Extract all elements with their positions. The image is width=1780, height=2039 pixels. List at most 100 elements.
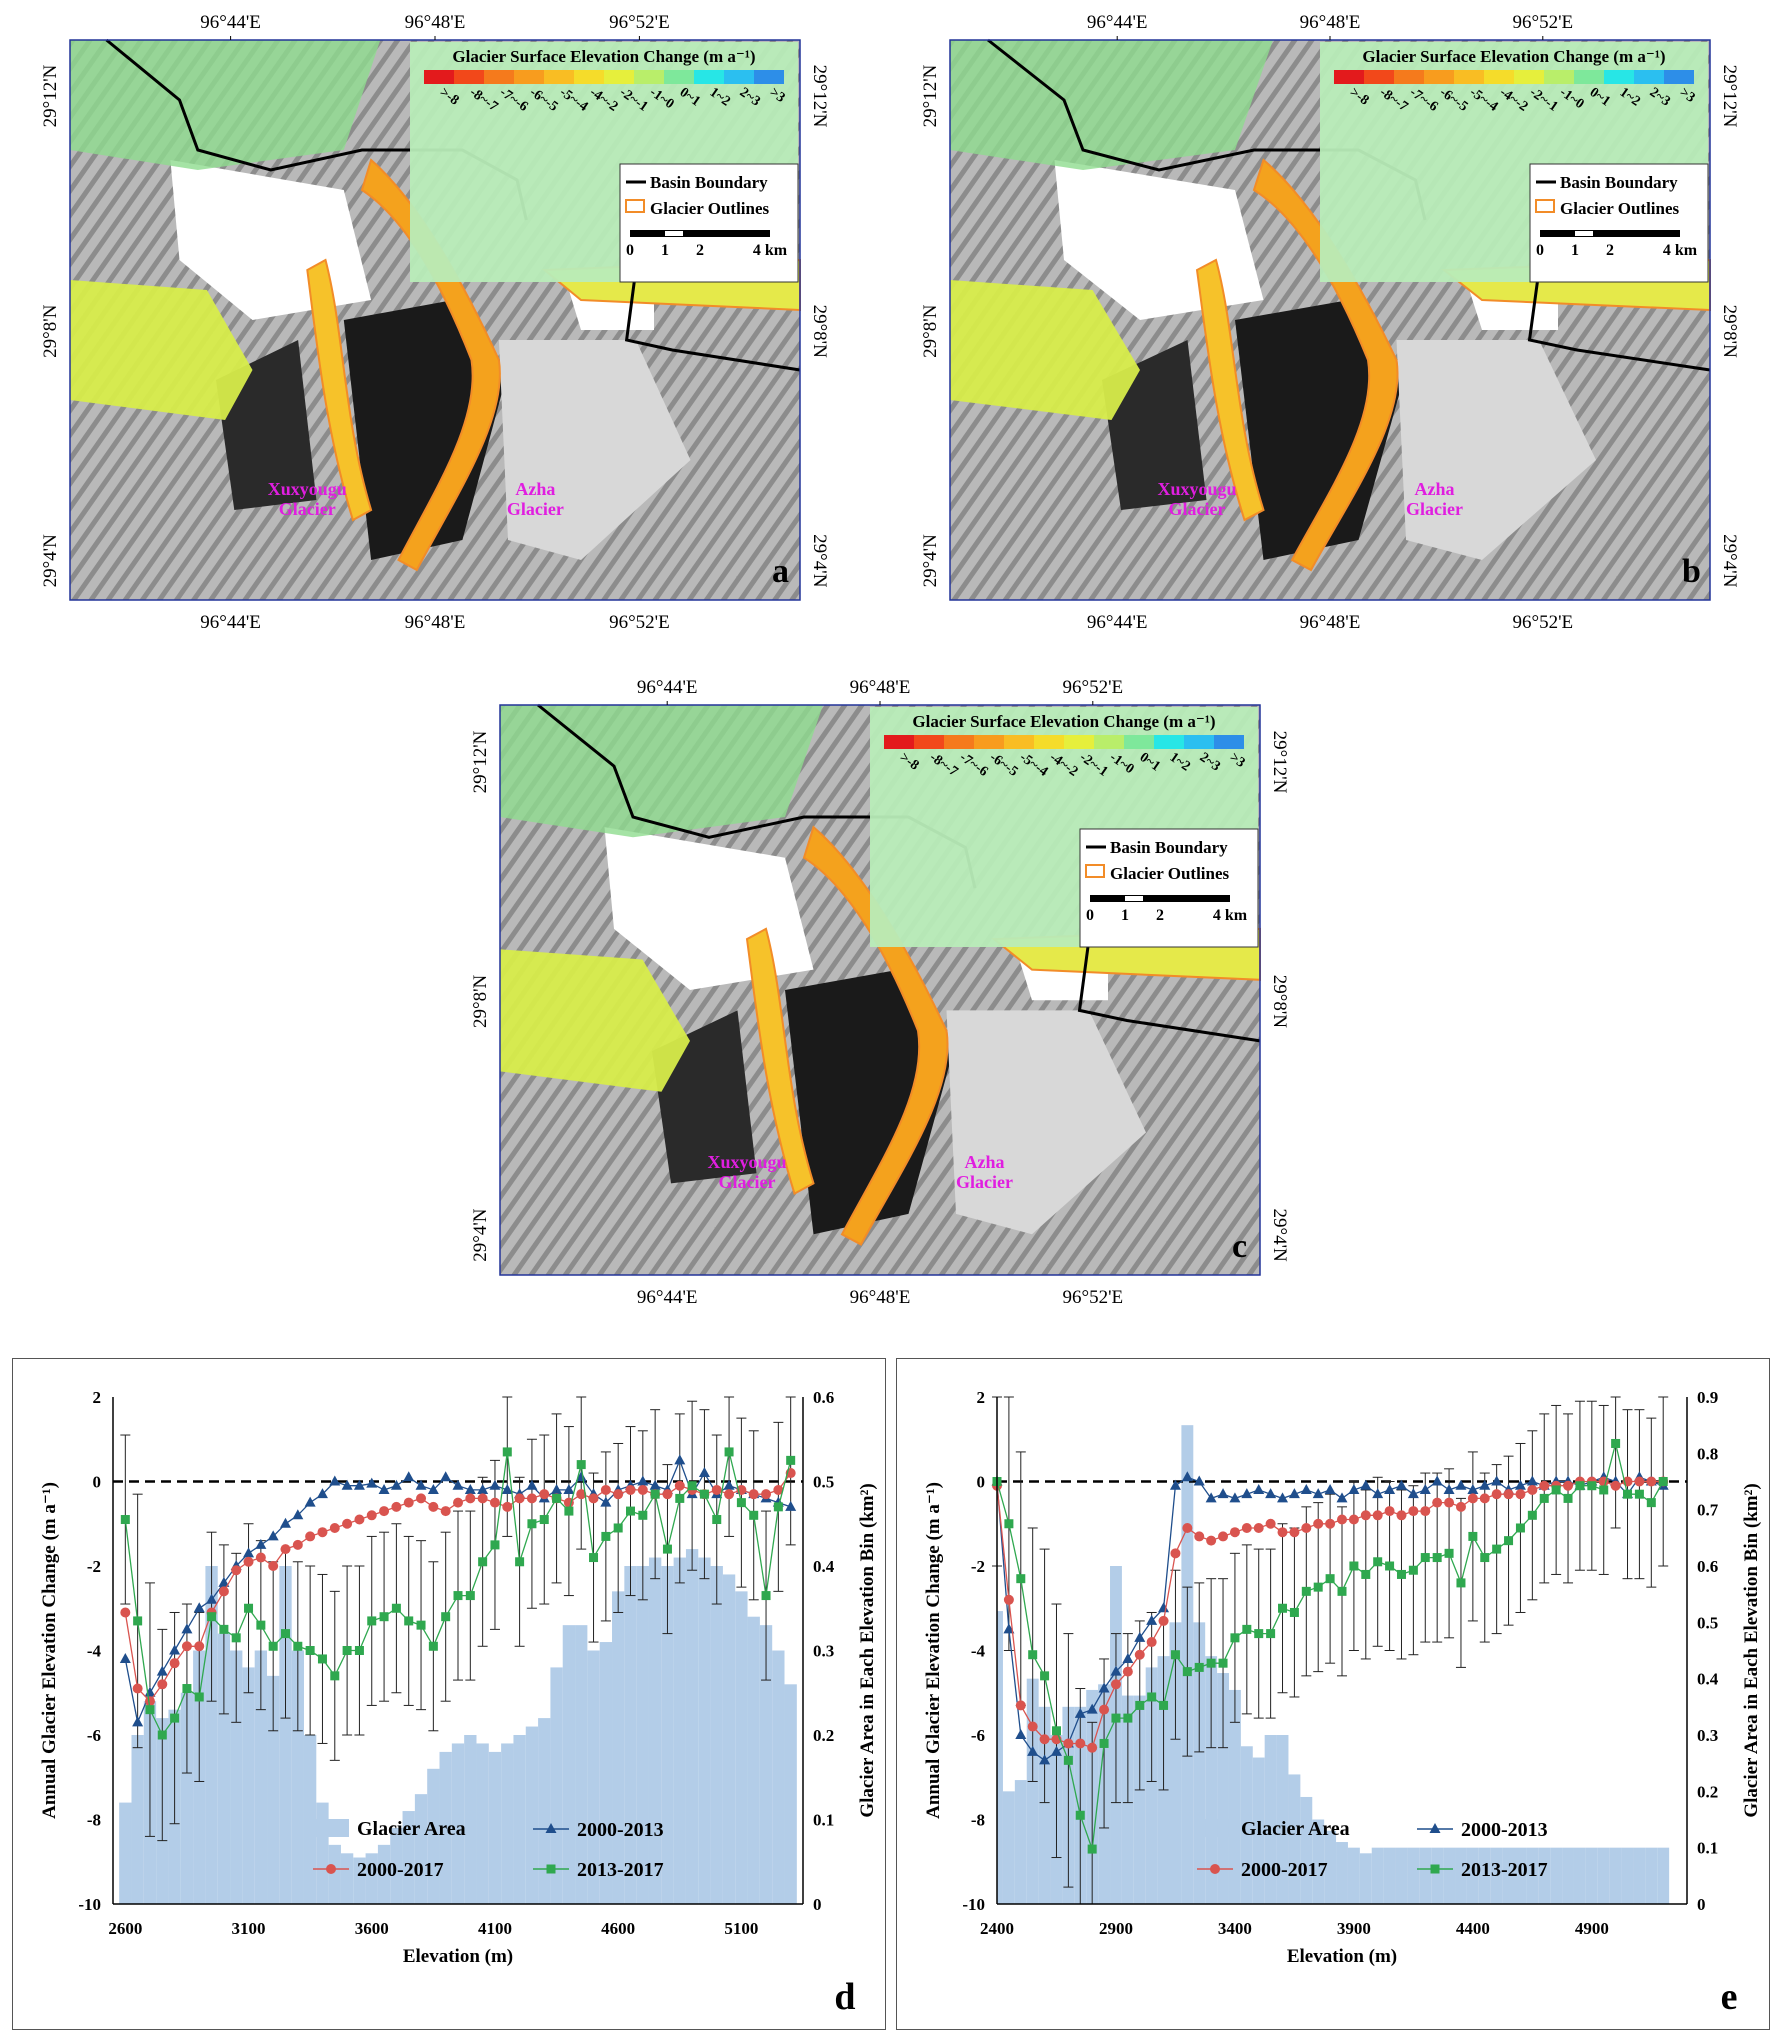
- scale-bar-segment: [665, 231, 683, 236]
- point-2000-2013: [1205, 1492, 1217, 1503]
- glacier-area-bar: [1324, 1830, 1337, 1904]
- glacier-area-bar: [612, 1591, 625, 1904]
- glacier-area-bar: [328, 1844, 341, 1904]
- point-2013-2017: [293, 1641, 303, 1651]
- point-2013-2017: [207, 1612, 217, 1622]
- map-legend: Glacier Surface Elevation Change (m a⁻¹)…: [410, 42, 799, 283]
- point-2013-2017: [1444, 1548, 1454, 1558]
- point-2000-2013: [1146, 1614, 1158, 1625]
- point-2013-2017: [1242, 1624, 1252, 1634]
- y-tick-label: -10: [78, 1895, 101, 1914]
- glacier-area-bar: [1264, 1735, 1277, 1904]
- glacier-area-bar: [1443, 1847, 1456, 1904]
- point-2000-2017: [169, 1658, 180, 1669]
- point-2000-2017: [280, 1544, 291, 1555]
- glacier-area-bar: [279, 1566, 292, 1904]
- light-slope: [498, 340, 691, 560]
- point-2000-2017: [255, 1552, 266, 1563]
- lat-label-left: 29°12'N: [920, 64, 941, 127]
- glacier-area-bar: [673, 1557, 686, 1904]
- point-2013-2017: [281, 1629, 290, 1639]
- point-2000-2017: [674, 1480, 685, 1491]
- point-2013-2017: [1075, 1810, 1085, 1820]
- y2-tick-label: 0.6: [1697, 1557, 1718, 1576]
- point-2013-2017: [157, 1730, 167, 1740]
- glacier-area-bar: [1585, 1847, 1598, 1904]
- point-2000-2013: [1479, 1479, 1491, 1490]
- point-2013-2017: [650, 1489, 660, 1499]
- basin-boundary-label: Basin Boundary: [650, 173, 768, 192]
- point-2000-2017: [1527, 1484, 1538, 1495]
- lon-label-bottom: 96°48'E: [850, 1287, 911, 1308]
- legend-swatch: [1424, 70, 1454, 84]
- point-2000-2017: [1432, 1497, 1443, 1508]
- point-2000-2013: [1229, 1492, 1241, 1503]
- azha-glacier-tongue: [1252, 158, 1399, 572]
- lon-label-top: 96°52'E: [609, 12, 670, 33]
- glacier-area-bar: [1336, 1842, 1348, 1904]
- map-frame-a: Glacier Surface Elevation Change (m a⁻¹)…: [69, 38, 801, 601]
- legend-swatch: [1034, 735, 1064, 749]
- glacier-area-bar: [476, 1743, 489, 1904]
- point-2013-2017: [1040, 1671, 1050, 1681]
- legend-swatch: [1094, 735, 1124, 749]
- glacier-area-bar: [1026, 1678, 1039, 1904]
- glacier-area-bar: [180, 1692, 194, 1904]
- point-2013-2017: [1230, 1633, 1240, 1643]
- glacier-area-bar: [1407, 1847, 1420, 1904]
- point-2000-2017: [465, 1493, 476, 1504]
- point-2000-2017: [1194, 1531, 1205, 1542]
- y2-axis-title: Glacier Area in Each Elevation Bin (km²): [857, 1483, 878, 1817]
- point-2013-2017: [490, 1540, 500, 1550]
- point-2000-2013: [1384, 1483, 1396, 1494]
- point-2000-2013: [1015, 1729, 1027, 1739]
- point-2000-2013: [723, 1479, 735, 1490]
- point-2000-2013: [440, 1471, 452, 1482]
- point-2013-2017: [1111, 1713, 1121, 1723]
- legend-swatch: [914, 735, 944, 749]
- glacier-outlines-label: Glacier Outlines: [1110, 864, 1230, 883]
- glacier-area-bar: [1419, 1847, 1432, 1904]
- legend-swatch: [544, 70, 574, 84]
- point-2000-2017: [600, 1484, 611, 1495]
- lat-label-left: 29°12'N: [40, 64, 61, 127]
- y2-tick-label: 0.4: [1697, 1670, 1719, 1689]
- map-panel-a: Glacier Surface Elevation Change (m a⁻¹)…: [0, 0, 870, 640]
- legend-label-2000-2017: 2000-2017: [357, 1859, 444, 1881]
- glacier-area-bar: [414, 1794, 428, 1904]
- lat-label-right: 29°12'N: [1719, 65, 1740, 128]
- lat-label-right: 29°4'N: [809, 534, 830, 588]
- legend-marker-2000-2017: [1210, 1864, 1220, 1874]
- lon-label-bottom: 96°44'E: [1087, 612, 1148, 633]
- western-glacier: [70, 280, 253, 420]
- point-2000-2017: [379, 1506, 390, 1517]
- point-2013-2017: [1468, 1531, 1478, 1541]
- point-2013-2017: [1289, 1607, 1299, 1617]
- point-2000-2013: [501, 1483, 513, 1494]
- point-2000-2013: [785, 1500, 797, 1511]
- glacier-area-bar: [1609, 1847, 1622, 1904]
- glacier-area-bar: [1597, 1847, 1610, 1904]
- point-2000-2017: [428, 1501, 439, 1512]
- point-2000-2017: [1563, 1480, 1574, 1491]
- scale-label: 0: [1086, 907, 1094, 924]
- glacier-area-bar: [1657, 1847, 1670, 1904]
- chart-panel-e: 2 0 -2 -4 -6 -8 -10 0.9 0.8 0.7 0.6 0.5 0.4 0.3 0.2 0.1…: [896, 1358, 1770, 2030]
- point-2000-2013: [390, 1479, 402, 1490]
- glacier-area-bar: [217, 1633, 231, 1904]
- glacier-area-bar: [1490, 1847, 1503, 1904]
- point-2000-2013: [316, 1488, 328, 1499]
- point-2013-2017: [1575, 1481, 1585, 1491]
- lon-label-top: 96°44'E: [200, 12, 261, 33]
- point-2000-2017: [1301, 1522, 1312, 1533]
- glacier-area-bar: [698, 1557, 711, 1904]
- glacier-area-bar: [562, 1625, 576, 1904]
- point-2000-2013: [1288, 1488, 1300, 1499]
- y-tick-label: -4: [971, 1642, 986, 1661]
- point-2000-2017: [1122, 1666, 1133, 1677]
- y-tick-label: 2: [93, 1388, 102, 1407]
- point-2000-2017: [1372, 1510, 1383, 1521]
- dark-ridge: [1235, 300, 1406, 560]
- point-2013-2017: [478, 1557, 488, 1567]
- point-2013-2017: [379, 1612, 389, 1622]
